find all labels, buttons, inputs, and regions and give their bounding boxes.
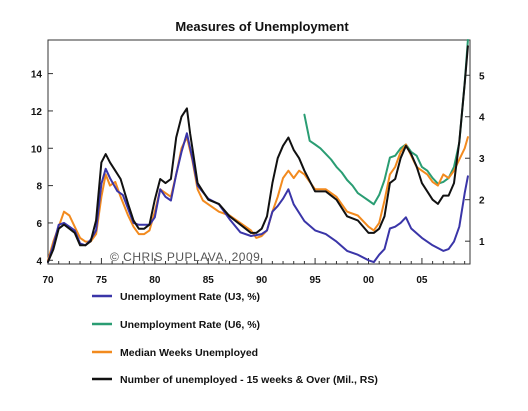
right-tick-label: 5 — [479, 71, 485, 82]
left-tick-label: 12 — [31, 107, 43, 118]
series-line-3 — [47, 45, 469, 263]
right-tick-label: 3 — [479, 154, 485, 165]
legend-label-3: Number of unemployed - 15 weeks & Over (… — [120, 374, 378, 386]
right-tick-label: 4 — [479, 113, 485, 124]
left-tick-label: 4 — [36, 256, 42, 267]
left-tick-label: 10 — [31, 144, 43, 155]
legend: Unemployment Rate (U3, %) Unemployment Ra… — [92, 291, 378, 386]
x-tick-label: 80 — [149, 275, 161, 286]
right-tick-label: 2 — [479, 196, 485, 207]
series-line-0 — [47, 132, 469, 264]
left-tick-label: 8 — [36, 182, 42, 193]
series-line-1 — [303, 39, 469, 206]
left-axis: 4 6 8 10 12 14 — [31, 70, 53, 267]
x-tick-label: 75 — [96, 275, 108, 286]
x-tick-label: 70 — [42, 275, 54, 286]
left-tick-label: 6 — [36, 219, 42, 230]
x-axis: 70 75 80 85 90 95 00 05 — [42, 258, 466, 286]
x-tick-label: 90 — [256, 275, 268, 286]
legend-label-0: Unemployment Rate (U3, %) — [120, 291, 260, 303]
right-tick-label: 1 — [479, 237, 485, 248]
x-tick-label: 00 — [363, 275, 375, 286]
series-layer — [47, 39, 469, 264]
x-tick-label: 05 — [416, 275, 428, 286]
watermark: © CHRIS PUPLAVA, 2009 — [110, 250, 260, 264]
x-tick-label: 95 — [310, 275, 322, 286]
legend-label-2: Median Weeks Unemployed — [120, 347, 258, 359]
x-tick-label: 85 — [203, 275, 215, 286]
legend-label-1: Unemployment Rate (U6, %) — [120, 319, 260, 331]
right-axis: 1 2 3 4 5 — [465, 71, 485, 248]
chart-title: Measures of Unemployment — [175, 19, 349, 34]
left-tick-label: 14 — [31, 70, 43, 81]
